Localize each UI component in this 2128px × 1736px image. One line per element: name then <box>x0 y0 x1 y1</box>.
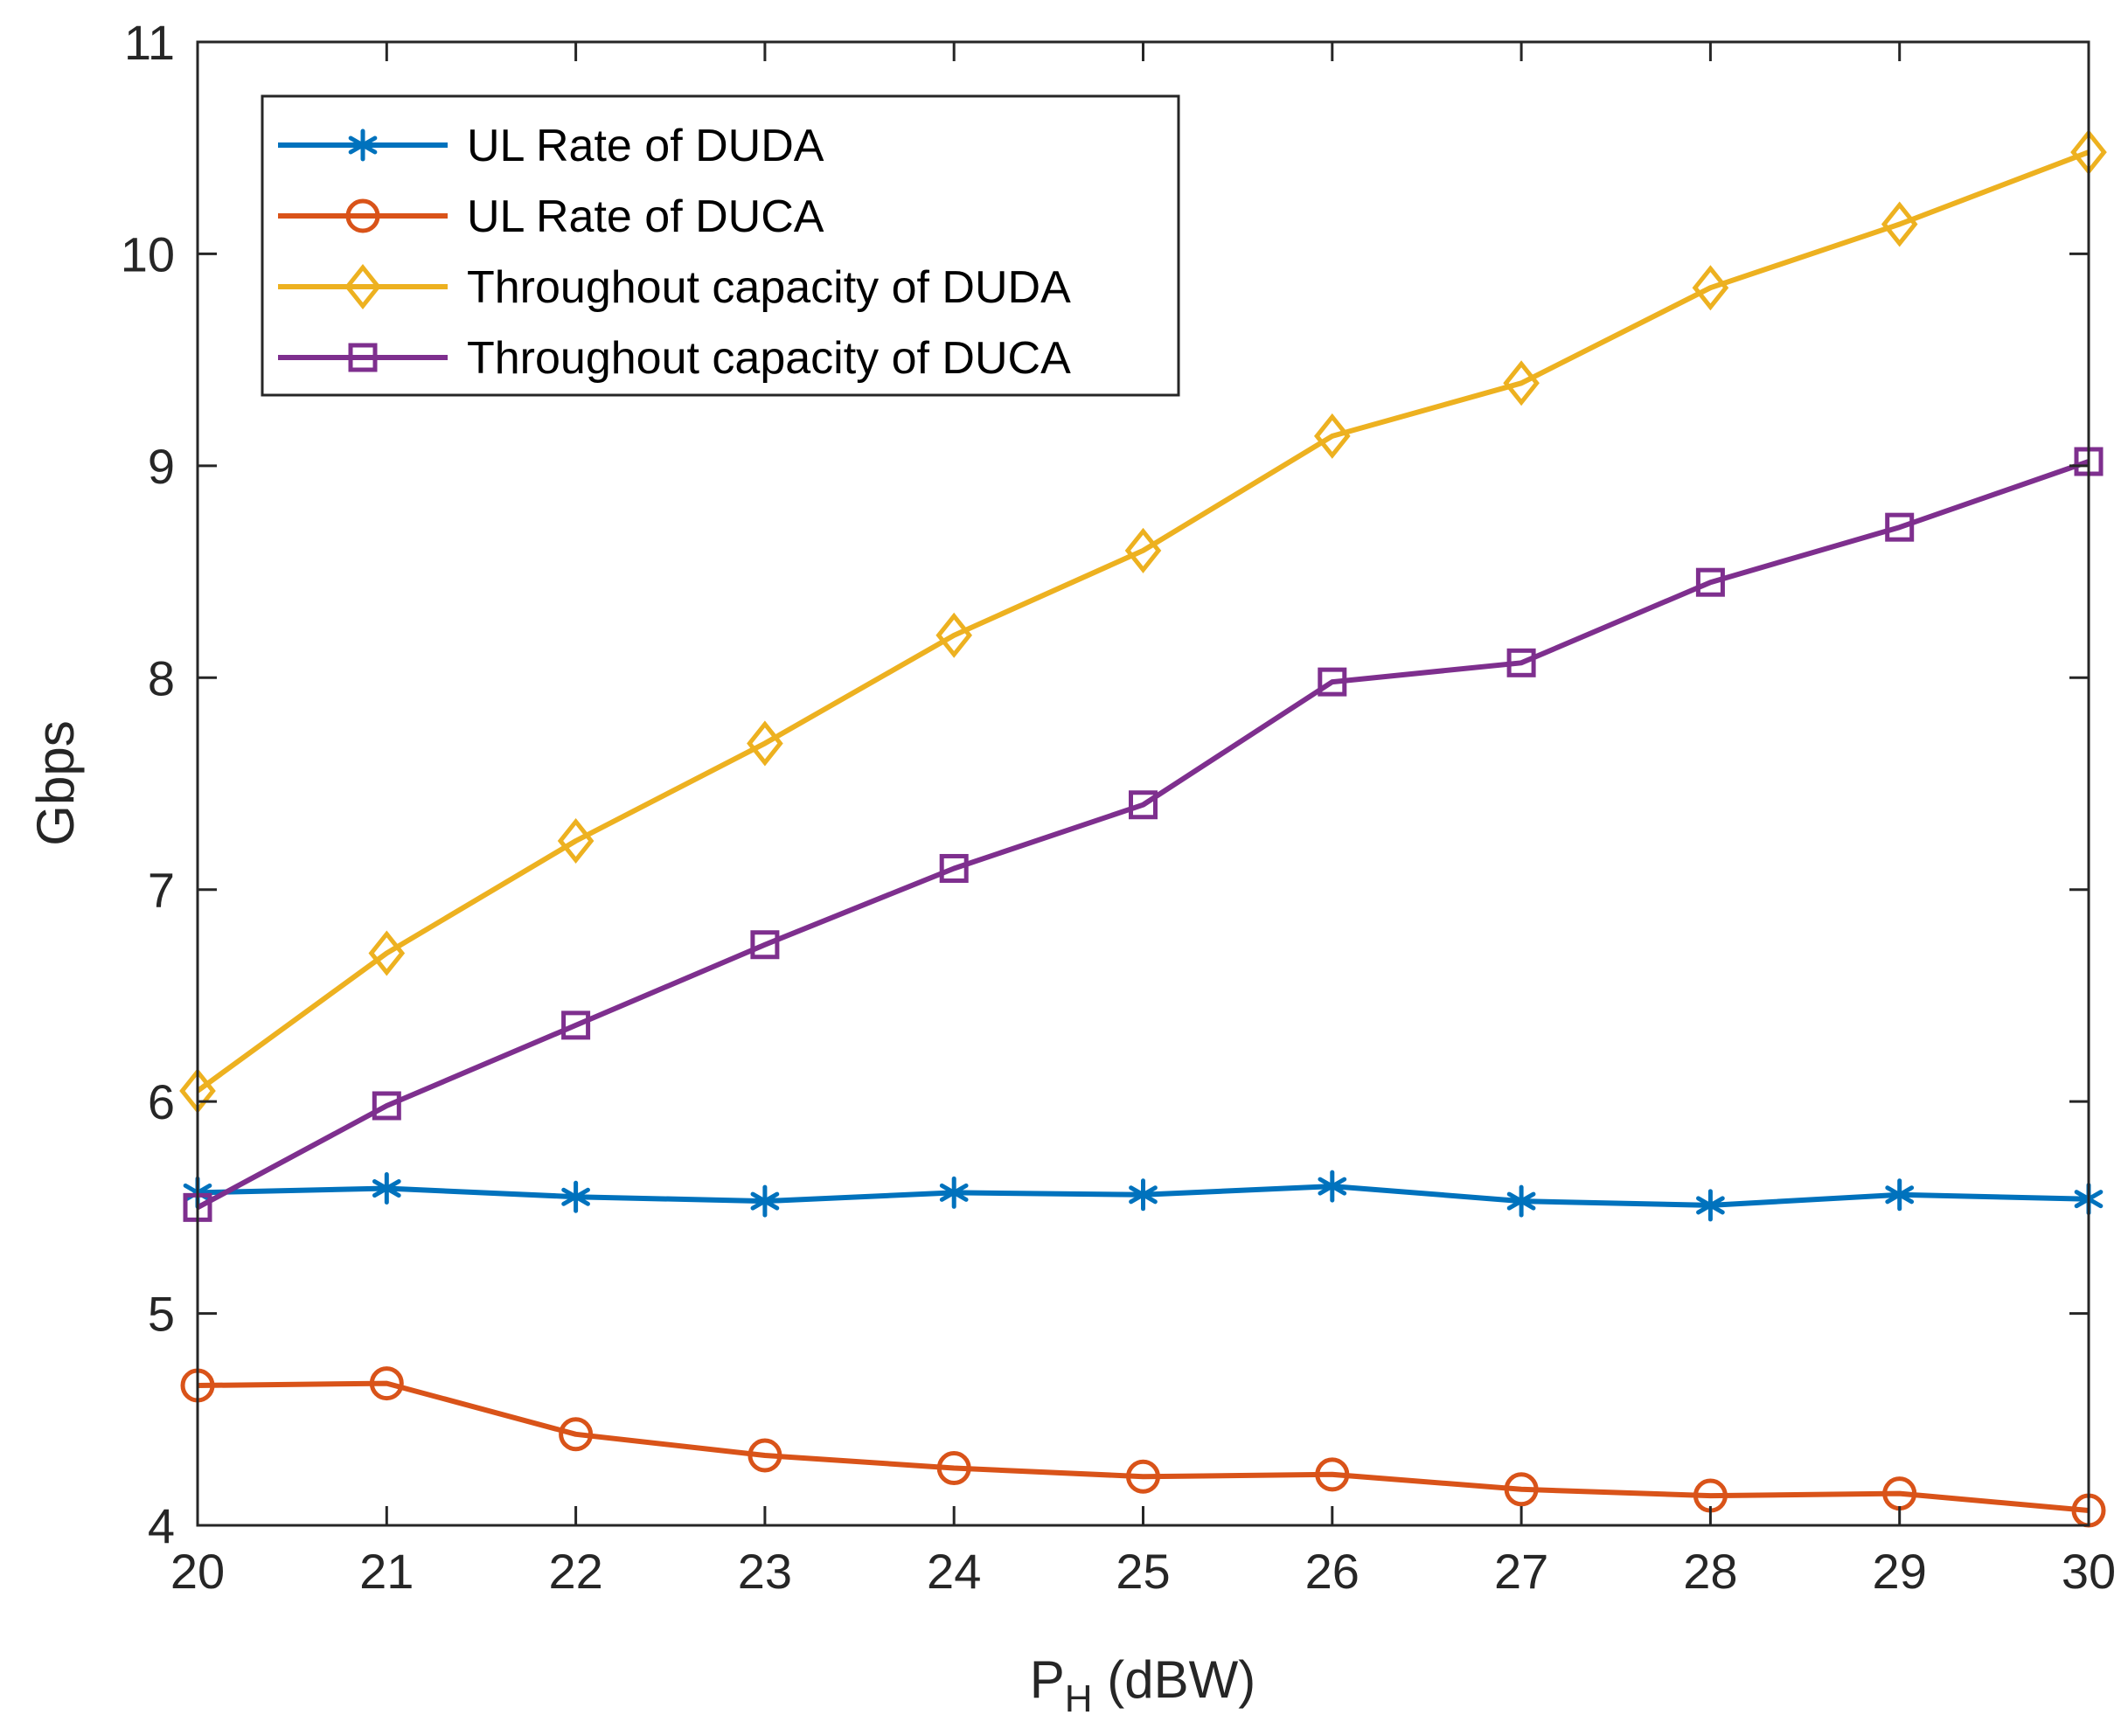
x-axis-label-main: P <box>1030 1650 1065 1709</box>
y-tick-label: 5 <box>148 1287 175 1342</box>
x-tick-label: 30 <box>2062 1544 2116 1599</box>
data-point-asterisk <box>1506 1184 1536 1218</box>
data-point-circle <box>748 1438 782 1473</box>
series-line <box>197 1380 2090 1513</box>
x-axis-label: PH (dBW) <box>1030 1650 1255 1720</box>
x-tick-label: 21 <box>359 1544 414 1599</box>
y-tick-label: 8 <box>148 650 175 705</box>
data-point-circle <box>369 1366 404 1401</box>
data-point-circle <box>1126 1459 1160 1494</box>
data-point-asterisk <box>1318 1170 1347 1203</box>
y-tick-label: 10 <box>121 226 175 281</box>
y-tick-label: 11 <box>124 15 175 70</box>
data-point-asterisk <box>1885 1178 1915 1212</box>
data-point-diamond <box>747 720 783 767</box>
data-point-asterisk <box>939 1176 969 1209</box>
x-tick-label: 23 <box>738 1544 792 1599</box>
series-line <box>196 459 2090 1211</box>
x-tick-label: 28 <box>1683 1544 1737 1599</box>
data-point-asterisk <box>1129 1178 1158 1212</box>
series-line <box>196 149 2090 1094</box>
data-point-asterisk-stroke <box>1885 1185 1915 1205</box>
x-tick-label: 29 <box>1873 1544 1927 1599</box>
legend-label: UL Rate of DUCA <box>467 191 824 242</box>
y-axis-label: Gbps <box>26 720 85 845</box>
legend-marker-asterisk-stroke <box>348 135 378 155</box>
data-point-asterisk-stroke <box>1506 1191 1536 1211</box>
series-throughout-capacity-of-duca <box>183 447 2104 1222</box>
legend-marker-circle <box>345 198 380 233</box>
x-tick-label: 25 <box>1116 1544 1170 1599</box>
legend-entry-ul-rate-of-duca: UL Rate of DUCA <box>278 191 824 242</box>
x-tick-label: 24 <box>927 1544 981 1599</box>
data-point-asterisk-stroke <box>750 1191 780 1211</box>
y-tick-label: 9 <box>148 439 175 494</box>
data-point-circle <box>559 1417 594 1452</box>
data-point-diamond <box>1313 413 1351 459</box>
legend-entry-throughout-capacity-of-duca: Throughout capacity of DUCA <box>278 333 1071 384</box>
data-point-diamond <box>1124 527 1162 573</box>
x-axis-label-unit: (dBW) <box>1093 1650 1256 1709</box>
data-point-asterisk <box>750 1184 780 1218</box>
legend-label: Throughout capacity of DUDA <box>467 262 1071 313</box>
data-point-asterisk-stroke <box>939 1183 969 1202</box>
y-tick-label: 7 <box>148 863 175 918</box>
data-point-square <box>1506 648 1536 677</box>
data-point-diamond <box>1503 360 1540 406</box>
data-point-square <box>1695 567 1725 597</box>
x-axis-label-subscript: H <box>1065 1677 1093 1720</box>
y-axis: 4 5 6 7 8 9 10 11 <box>121 15 2089 1553</box>
data-point-asterisk <box>1696 1189 1725 1222</box>
legend-label: UL Rate of DUDA <box>467 121 824 171</box>
data-point-asterisk-stroke <box>1696 1196 1725 1215</box>
legend-marker-diamond <box>344 263 381 310</box>
y-tick-label: 4 <box>148 1498 175 1553</box>
data-point-square <box>750 930 780 960</box>
y-tick-label: 6 <box>148 1074 175 1129</box>
legend-label: Throughout capacity of DUCA <box>467 333 1071 384</box>
x-axis: 20 21 22 23 24 25 26 27 28 29 30 <box>170 42 2116 1599</box>
data-point-circle <box>1504 1472 1539 1507</box>
x-tick-label: 27 <box>1494 1544 1548 1599</box>
legend-marker-square <box>348 343 378 372</box>
data-point-asterisk-stroke <box>372 1179 401 1198</box>
data-point-diamond <box>935 612 973 658</box>
data-point-square <box>372 1091 401 1121</box>
data-point-square <box>1129 790 1158 820</box>
data-point-asterisk-stroke <box>1129 1185 1158 1205</box>
data-point-asterisk <box>561 1180 590 1213</box>
legend-entry-throughout-capacity-of-duda: Throughout capacity of DUDA <box>278 262 1071 313</box>
x-tick-label: 22 <box>548 1544 602 1599</box>
legend: UL Rate of DUDA UL Rate of DUCA Throughout… <box>261 94 1180 397</box>
x-tick-label: 20 <box>170 1544 225 1599</box>
series-ul-rate-of-duda <box>183 1170 2104 1222</box>
data-point-diamond <box>368 930 406 976</box>
data-point-diamond <box>1881 201 1918 247</box>
data-point-square <box>1885 512 1915 542</box>
data-point-asterisk-stroke <box>1318 1177 1347 1196</box>
data-point-diamond <box>1692 265 1729 311</box>
data-point-diamond <box>557 817 595 864</box>
data-point-square <box>561 1010 591 1040</box>
data-point-asterisk <box>372 1172 401 1205</box>
x-tick-label: 26 <box>1305 1544 1360 1599</box>
data-point-square <box>1318 667 1347 697</box>
data-point-square <box>939 853 969 883</box>
data-point-circle <box>1315 1457 1350 1492</box>
data-point-circle <box>936 1451 971 1486</box>
data-point-asterisk-stroke <box>561 1187 590 1206</box>
series-layer <box>179 129 2107 1528</box>
legend-entry-ul-rate-of-duda: UL Rate of DUDA <box>278 121 824 171</box>
legend-marker-asterisk <box>348 128 378 162</box>
